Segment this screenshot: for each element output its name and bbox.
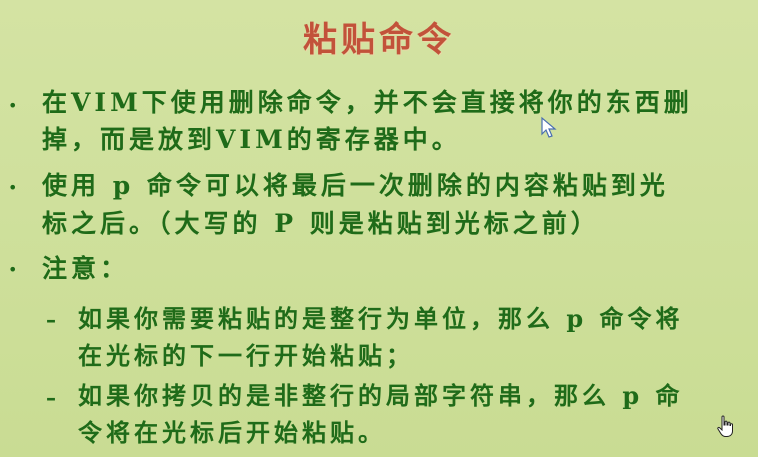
hand-pointer-icon [716, 414, 734, 438]
bullet-marker: • [8, 96, 18, 115]
mouse-arrow-icon [540, 116, 558, 140]
bullet-marker: • [8, 260, 18, 279]
bullet-2-line-1: 使用 p 命令可以将最后一次删除的内容粘贴到光 [42, 171, 669, 200]
subitem-dash: – [46, 386, 56, 410]
slide-title: 粘贴命令 [303, 20, 455, 60]
subitem-dash: – [46, 308, 56, 332]
bullet-1-line-2: 掉，而是放到VIM的寄存器中。 [42, 125, 461, 154]
subitem-2-line-2: 令将在光标后开始粘贴。 [78, 418, 386, 447]
bullet-marker: • [8, 178, 18, 197]
bullet-2-line-2: 标之后。（大写的 P 则是粘贴到光标之前） [42, 209, 600, 238]
subitem-1-line-1: 如果你需要粘贴的是整行为单位，那么 p 命令将 [78, 304, 684, 333]
bullet-3-line-1: 注意： [42, 254, 130, 283]
bullet-1-line-1: 在VIM下使用删除命令，并不会直接将你的东西删 [42, 88, 693, 117]
subitem-1-line-2: 在光标的下一行开始粘贴； [78, 341, 414, 370]
subitem-2-line-1: 如果你拷贝的是非整行的局部字符串，那么 p 命 [78, 381, 684, 410]
